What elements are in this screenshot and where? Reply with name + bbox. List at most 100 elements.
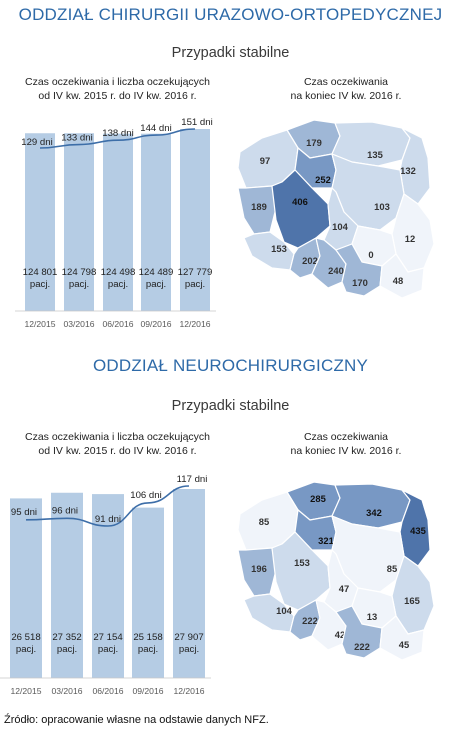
x-tick-label: 12/2016 — [173, 686, 204, 696]
region-value-label: 170 — [352, 277, 368, 288]
region-value-label: 435 — [410, 525, 426, 536]
bar-value-label: 25 158 — [133, 632, 162, 643]
bar-value-label: pacj. — [138, 644, 158, 655]
x-tick-label: 12/2016 — [179, 319, 210, 329]
region-value-label: 135 — [367, 149, 383, 160]
bar-value-label: 26 518 — [11, 632, 40, 643]
bar-value-label: 124 489 — [139, 267, 174, 278]
bar-value-label: 27 907 — [174, 632, 203, 643]
region-podkarpackie — [379, 615, 425, 661]
bar-chart-caption-ortho: Czas oczekiwania i liczba oczekujących o… — [5, 75, 230, 103]
x-tick-label: 09/2016 — [140, 319, 171, 329]
map-poland-ortho: 179 135 97 252 132 189 406 103 104 12 153 0 202 240 17… — [237, 119, 435, 299]
x-tick-label: 09/2016 — [132, 686, 163, 696]
region-value-label: 0 — [368, 249, 373, 260]
region-value-label: 47 — [339, 583, 349, 594]
bar-06-2016 — [103, 133, 133, 311]
region-warminsko-mazurskie — [331, 483, 411, 529]
region-lubuskie — [237, 547, 277, 597]
region-value-label: 104 — [276, 605, 292, 616]
region-value-label: 13 — [367, 611, 377, 622]
section-subtitle-ortho: Przypadki stabilne — [171, 45, 290, 61]
region-value-label: 321 — [318, 535, 334, 546]
x-tick-label: 06/2016 — [92, 686, 123, 696]
x-tick-label: 06/2016 — [102, 319, 133, 329]
caption-line-1: Czas oczekiwania i liczba oczekujących — [25, 431, 210, 443]
caption-line-2: na koniec IV kw. 2016 r. — [290, 445, 402, 457]
region-malopolskie — [335, 243, 383, 297]
bar-09-2016 — [141, 133, 171, 311]
source-note: Źródło: opracowanie własne na odstawie d… — [4, 714, 269, 726]
region-value-label: 196 — [251, 563, 267, 574]
region-value-label: 342 — [366, 507, 382, 518]
bar-chart-caption-neuro: Czas oczekiwania i liczba oczekujących o… — [5, 430, 230, 458]
line-value-label: 91 dni — [95, 514, 121, 525]
region-value-label: 97 — [260, 155, 270, 166]
x-tick-label: 12/2015 — [24, 319, 55, 329]
bar-12-2016 — [180, 129, 210, 311]
map-caption-ortho: Czas oczekiwania na koniec IV kw. 2016 r… — [235, 75, 457, 103]
region-value-label: 104 — [332, 221, 348, 232]
region-slaskie — [311, 237, 347, 289]
caption-line-2: na koniec IV kw. 2016 r. — [290, 90, 402, 102]
region-value-label: 165 — [404, 595, 420, 606]
region-malopolskie — [335, 605, 383, 659]
region-value-label: 179 — [306, 137, 322, 148]
waiting-time-line — [25, 485, 190, 527]
caption-line-1: Czas oczekiwania — [303, 431, 389, 443]
line-value-label: 133 dni — [61, 133, 92, 144]
waiting-time-line — [39, 128, 196, 149]
region-podkarpackie — [379, 253, 425, 299]
line-value-label: 106 dni — [130, 490, 161, 501]
section-title-neuro: ODDZIAŁ NEUROCHIRURGICZNY — [92, 356, 369, 375]
bar-09-2016 — [132, 507, 164, 678]
caption-line-2: od IV kw. 2015 r. do IV kw. 2016 r. — [38, 445, 197, 457]
map-poland-neuro: 285 342 85 435 321 196 153 85 47 165 104 222 13 42 222… — [237, 481, 435, 661]
bar-value-label: 124 798 — [62, 267, 97, 278]
x-tick-label: 12/2015 — [10, 686, 41, 696]
line-value-label: 96 dni — [52, 505, 78, 516]
region-value-label: 132 — [400, 165, 416, 176]
bar-value-label: pacj. — [69, 279, 89, 290]
region-value-label: 85 — [387, 563, 397, 574]
line-value-label: 138 dni — [102, 128, 133, 139]
region-value-label: 85 — [259, 516, 269, 527]
x-tick-label: 03/2016 — [51, 686, 82, 696]
bar-value-label: pacj. — [30, 279, 50, 290]
caption-line-2: od IV kw. 2015 r. do IV kw. 2016 r. — [38, 90, 197, 102]
caption-line-1: Czas oczekiwania i liczba oczekujących — [25, 76, 210, 88]
region-value-label: 103 — [374, 201, 390, 212]
line-value-label: 95 dni — [11, 507, 37, 518]
bar-value-label: pacj. — [108, 279, 128, 290]
bar-value-label: pacj. — [179, 644, 199, 655]
bar-value-label: pacj. — [57, 644, 77, 655]
bar-03-2016 — [51, 492, 83, 678]
bar-12-2015 — [25, 133, 55, 311]
region-warminsko-mazurskie — [331, 121, 411, 167]
region-value-label: 240 — [328, 265, 344, 276]
region-value-label: 12 — [405, 233, 415, 244]
bar-value-label: pacj. — [146, 279, 166, 290]
line-value-label: 151 dni — [181, 117, 212, 128]
region-value-label: 48 — [393, 275, 403, 286]
bar-value-label: 124 498 — [101, 267, 136, 278]
bar-value-label: 27 352 — [52, 632, 81, 643]
section-title-ortho: ODDZIAŁ CHIRURGII URAZOWO-ORTOPEDYCZNEJ — [18, 5, 443, 24]
map-caption-neuro: Czas oczekiwania na koniec IV kw. 2016 r… — [235, 430, 457, 458]
region-value-label: 153 — [294, 557, 310, 568]
bar-value-label: pacj. — [98, 644, 118, 655]
region-value-label: 42 — [335, 629, 345, 640]
region-lubuskie — [237, 185, 277, 235]
bar-value-label: pacj. — [185, 279, 205, 290]
region-value-label: 222 — [354, 641, 370, 652]
bar-12-2015 — [10, 498, 42, 678]
region-slaskie — [311, 599, 347, 651]
line-value-label: 117 dni — [177, 474, 208, 485]
x-tick-label: 03/2016 — [63, 319, 94, 329]
region-value-label: 189 — [251, 201, 267, 212]
region-value-label: 406 — [292, 196, 308, 207]
bar-value-label: 124 801 — [23, 267, 58, 278]
bar-12-2016 — [173, 489, 205, 678]
